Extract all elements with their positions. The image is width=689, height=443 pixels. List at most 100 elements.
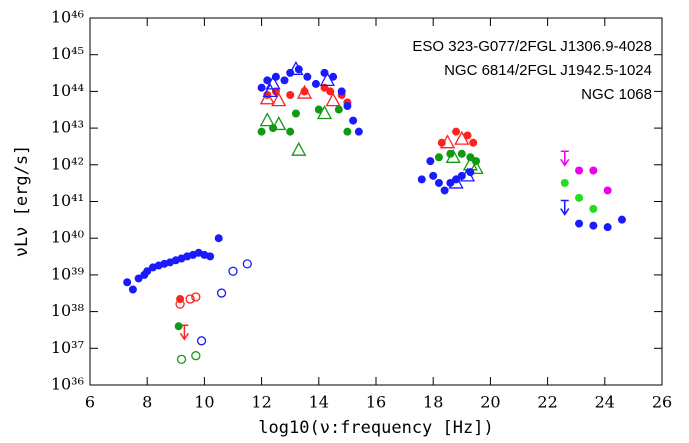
point [575,219,584,228]
point [286,90,295,99]
y-tick-label: 10³⁶ [51,375,84,394]
y-tick-label: 10³⁷ [51,338,84,357]
y-tick-label: 10⁴² [51,154,84,173]
point [448,174,464,189]
point [296,84,313,99]
upper-limit [560,199,570,216]
point [337,87,346,96]
point [123,278,132,287]
point [319,71,335,87]
point [589,166,598,175]
point [429,171,438,180]
point [603,223,612,232]
x-axis-label: log10(ν:frequency [Hz]) [258,418,493,438]
point [242,259,252,269]
point [206,252,215,261]
x-tick-label: 18 [423,393,443,412]
point [434,178,443,187]
point [469,138,478,147]
point [354,127,363,136]
point [280,76,289,85]
point [575,193,584,202]
point [257,127,266,136]
point [575,166,584,175]
point [196,336,207,346]
point [426,157,435,166]
point [463,131,472,140]
point [329,72,338,81]
point [128,285,137,294]
point [134,274,143,283]
y-tick-label: 10⁴⁴ [51,81,84,100]
point [440,186,449,195]
legend-separator: / [515,38,520,55]
point [303,72,312,81]
point [316,105,333,120]
point [560,178,569,187]
point [175,299,185,309]
point [265,75,281,90]
legend-label: NGC 1068 [581,86,652,103]
point [185,294,195,304]
point [325,92,341,107]
x-tick-label: 26 [652,393,672,412]
point [262,83,278,98]
legend-label: ESO 323-G077 [412,38,515,55]
point [439,134,456,149]
point [216,288,227,298]
legend-label: 2FGL J1306.9-4028 [519,38,652,55]
point [459,167,476,182]
x-tick-label: 24 [595,393,615,412]
point [457,149,466,158]
point [434,153,443,162]
point [468,159,484,175]
point [343,102,352,111]
x-tick-label: 16 [366,393,386,412]
point [259,90,275,105]
point [174,322,183,331]
point [452,175,461,184]
point [288,60,304,75]
point [259,112,275,127]
point [343,127,352,136]
point [445,148,461,163]
point [589,204,598,213]
y-tick-label: 10⁴⁰ [51,228,84,247]
point [326,87,335,96]
y-axis-label: νLν [erg/s] [12,145,32,258]
point [417,175,426,184]
point [349,116,358,125]
legend-label: NGC 6814 [444,62,515,79]
point [454,130,470,145]
y-tick-label: 10⁴³ [51,118,84,137]
point [437,138,446,147]
point [589,221,598,230]
point [452,127,461,136]
point [143,267,152,276]
point [311,79,320,88]
x-tick-label: 22 [537,393,557,412]
x-tick-label: 20 [480,393,500,412]
point [446,178,455,187]
point [286,127,295,136]
upper-limit [560,150,570,167]
point [191,351,201,361]
y-tick-label: 10⁴¹ [51,191,84,210]
point [214,234,223,243]
y-tick-label: 10⁴⁶ [51,8,84,27]
point [176,354,187,364]
x-tick-label: 8 [142,393,152,412]
x-tick-label: 12 [251,393,271,412]
y-tick-label: 10⁴⁵ [51,44,84,63]
y-tick-label: 10³⁸ [51,301,84,320]
point [291,141,307,156]
legend-separator: / [515,62,520,79]
point [314,105,323,114]
point [334,105,343,114]
point [257,83,266,92]
point [271,116,287,131]
x-tick-label: 6 [85,393,95,412]
point [291,109,300,118]
point [603,186,612,195]
